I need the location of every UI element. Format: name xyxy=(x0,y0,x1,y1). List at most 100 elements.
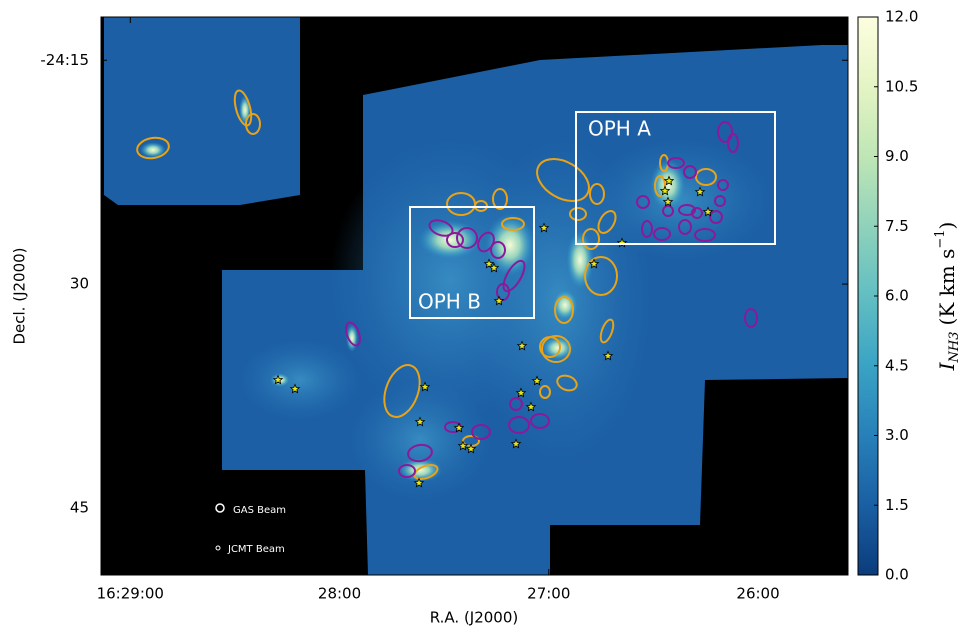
core-ellipse xyxy=(539,385,551,399)
protostar xyxy=(453,422,465,433)
protostar xyxy=(510,438,522,449)
core-ellipse xyxy=(490,241,506,259)
label-part: ) xyxy=(935,222,959,230)
colorbar-tick-label: 1.5 xyxy=(885,496,909,514)
colorbar-label: INH3 (K km s−1) xyxy=(933,222,962,372)
core-ellipse xyxy=(492,188,508,210)
core-ellipse xyxy=(678,219,692,235)
core-ellipse xyxy=(407,443,433,463)
beam xyxy=(215,503,225,513)
annotation: JCMT Beam xyxy=(227,544,285,555)
protostar xyxy=(531,375,543,386)
emission xyxy=(240,340,360,420)
x-tick-label: 27:00 xyxy=(527,585,570,603)
core-ellipse xyxy=(691,207,703,219)
protostar xyxy=(493,295,505,306)
protostar xyxy=(515,387,527,398)
region xyxy=(104,17,300,205)
core-ellipse xyxy=(530,413,550,429)
colorbar-tick-label: 0.0 xyxy=(885,566,909,584)
x-tick-label: 28:00 xyxy=(318,585,361,603)
core-ellipse xyxy=(413,464,439,480)
protostar xyxy=(465,443,477,454)
core-ellipse xyxy=(695,168,717,186)
label-part: NH3 xyxy=(947,331,962,363)
core-ellipse xyxy=(536,158,590,202)
core-ellipse xyxy=(502,259,526,293)
core-ellipse xyxy=(678,204,696,216)
core-ellipse xyxy=(428,219,454,237)
core-ellipse xyxy=(233,89,253,127)
annotation: OPH B xyxy=(418,290,481,314)
colorbar-tick-label: 3.0 xyxy=(885,426,909,444)
core-ellipse xyxy=(556,374,578,392)
colorbar-tick-label: 10.5 xyxy=(885,77,918,95)
x-tick-label: 26:00 xyxy=(736,585,779,603)
emission xyxy=(566,230,594,290)
x-axis-label: R.A. (J2000) xyxy=(430,609,519,627)
core-ellipse xyxy=(694,228,716,242)
emission xyxy=(552,289,578,321)
emission xyxy=(350,380,490,500)
core-ellipse xyxy=(383,364,421,418)
core-ellipse xyxy=(509,397,523,411)
core-ellipse xyxy=(446,232,464,248)
protostar xyxy=(289,383,301,394)
label-part: (K km s xyxy=(935,249,959,326)
protostar xyxy=(457,440,469,451)
core-ellipse xyxy=(717,179,729,191)
core-ellipse xyxy=(662,205,674,217)
protostar xyxy=(414,416,426,427)
core-ellipse xyxy=(541,335,571,363)
core-ellipse xyxy=(554,296,574,324)
annotation: GAS Beam xyxy=(233,505,286,516)
protostar xyxy=(419,381,431,392)
emission xyxy=(140,142,166,158)
x-tick-label: 16:29:00 xyxy=(97,585,164,603)
protostar xyxy=(413,477,425,488)
core-ellipse xyxy=(245,113,261,135)
y-tick-label: -24:15 xyxy=(40,51,89,69)
core-ellipse xyxy=(714,195,726,207)
core-ellipse xyxy=(508,416,530,434)
protostar xyxy=(516,340,528,351)
core-ellipse xyxy=(667,157,685,169)
protostar xyxy=(659,185,671,196)
beam xyxy=(215,545,221,551)
core-ellipse xyxy=(345,321,361,347)
core-ellipse xyxy=(456,227,478,249)
box xyxy=(409,206,535,319)
emission xyxy=(418,220,482,260)
y-tick-label: 45 xyxy=(70,498,89,516)
core-ellipse xyxy=(398,464,416,478)
core-ellipse xyxy=(709,210,723,224)
core-ellipse xyxy=(683,165,697,179)
protostar xyxy=(538,222,550,233)
annotation: OPH A xyxy=(588,117,651,141)
core-ellipse xyxy=(136,136,170,160)
emission xyxy=(542,336,574,360)
core-ellipse xyxy=(584,256,618,296)
core-ellipse xyxy=(727,133,739,153)
protostar xyxy=(702,206,714,217)
colorbar-tick-label: 12.0 xyxy=(885,8,918,26)
protostar xyxy=(525,401,537,412)
core-ellipse xyxy=(501,217,525,231)
protostar xyxy=(602,350,614,361)
y-axis-label: Decl. (J2000) xyxy=(11,247,29,344)
colorbar-tick-label: 6.0 xyxy=(885,287,909,305)
label-part: −1 xyxy=(933,229,948,248)
core-ellipse xyxy=(641,220,653,238)
core-ellipse xyxy=(744,308,758,328)
colorbar-tick-label: 7.5 xyxy=(885,217,909,235)
protostar xyxy=(272,374,284,385)
core-ellipse xyxy=(582,228,600,250)
core-ellipse xyxy=(717,121,733,143)
protostar xyxy=(662,196,674,207)
colorbar-tick-label: 9.0 xyxy=(885,147,909,165)
core-ellipse xyxy=(636,195,650,209)
label-part: I xyxy=(935,361,959,371)
protostar xyxy=(588,258,600,269)
core-ellipse xyxy=(597,210,617,234)
core-ellipse xyxy=(653,227,671,241)
